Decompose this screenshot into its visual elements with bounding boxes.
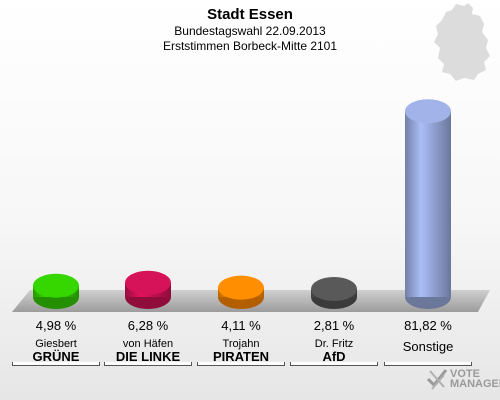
bar-1: [33, 273, 79, 309]
chart-title: Stadt Essen: [207, 6, 293, 23]
candidate-label: Dr. Fritz: [314, 338, 354, 350]
bar-3: [218, 275, 264, 309]
candidate-label: Giesbert: [35, 338, 77, 350]
party-bracket: [384, 362, 472, 366]
chart-subtitle-election: Bundestagswahl 22.09.2013: [174, 24, 326, 38]
party-bracket: [197, 362, 285, 366]
party-bracket: [12, 362, 100, 366]
value-label: 6,28 %: [127, 318, 169, 333]
party-label: AfD: [322, 349, 346, 364]
party-label: GRÜNE: [32, 349, 80, 364]
value-label: 81,82 %: [404, 318, 452, 333]
bar-5: [405, 99, 451, 309]
bar-2: [125, 270, 171, 309]
value-label: 2,81 %: [313, 318, 355, 333]
candidate-label: von Häfen: [122, 338, 174, 350]
party-bracket: [104, 362, 192, 366]
value-label: 4,98 %: [35, 318, 77, 333]
logo-line-1: VOTE: [450, 368, 480, 380]
chart-subtitle-district: Erststimmen Borbeck-Mitte 2101: [162, 39, 338, 53]
logo-line-2: MANAGER: [450, 378, 500, 390]
party-bracket: [290, 362, 378, 366]
party-label: Sonstige: [402, 339, 454, 354]
value-label: 4,11 %: [221, 318, 261, 333]
candidate-label: Trojahn: [222, 338, 260, 350]
bar-4: [311, 277, 357, 309]
party-label: PIRATEN: [212, 349, 270, 364]
checkmark-x-icon: [426, 369, 448, 390]
party-label: DIE LINKE: [115, 349, 181, 364]
chart-header: Stadt Essen Bundestagswahl 22.09.2013 Er…: [0, 6, 500, 54]
germany-map-icon: [434, 3, 490, 81]
